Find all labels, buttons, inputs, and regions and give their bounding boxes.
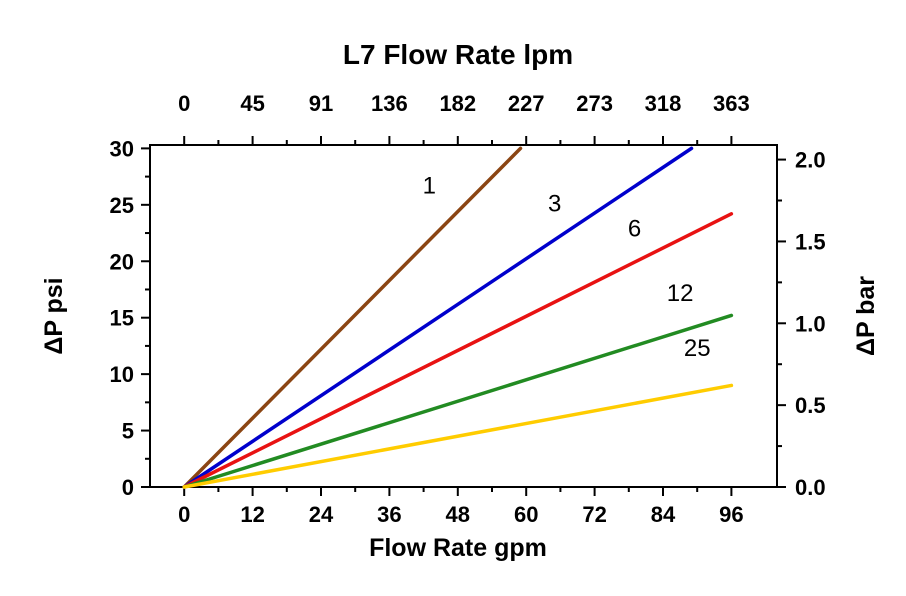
- plot-frame: [149, 144, 778, 488]
- y-axis-right-tick-label: 0.0: [795, 475, 826, 500]
- series-line-25: [182, 383, 734, 489]
- x-axis-tick-label: 96: [719, 502, 743, 527]
- x-axis-tick-label: 72: [582, 502, 606, 527]
- series-line-1: [182, 146, 523, 489]
- x-axis-tick-label: 12: [240, 502, 264, 527]
- x-axis-tick-label: 48: [446, 502, 470, 527]
- x-axis-top-tick-label: 363: [713, 91, 750, 116]
- y-axis-left-tick-label: 20: [110, 249, 134, 274]
- x-axis-top-tick-label: 136: [371, 91, 408, 116]
- y-axis-left-tick-label: 15: [110, 306, 134, 331]
- y-axis-right-tick-label: 0.5: [795, 393, 826, 418]
- y-axis-label-left: ΔP psi: [40, 277, 68, 354]
- y-axis-right-tick-label: 2.0: [795, 148, 826, 173]
- x-axis-top-tick-label: 318: [645, 91, 682, 116]
- x-axis-top-tick-label: 273: [576, 91, 613, 116]
- x-axis-top-tick-label: 91: [309, 91, 333, 116]
- chart-title: L7 Flow Rate lpm: [343, 39, 573, 70]
- series-line-3: [182, 146, 694, 489]
- series-label-3: 3: [548, 191, 561, 218]
- x-axis-top-tick-label: 182: [439, 91, 476, 116]
- y-axis-left-tick-label: 0: [122, 475, 134, 500]
- x-axis-top-tick-label: 45: [240, 91, 264, 116]
- series-line-12: [182, 313, 734, 489]
- series-label-25: 25: [684, 335, 711, 362]
- x-axis-tick-label: 84: [651, 502, 676, 527]
- y-axis-right-tick-label: 1.5: [795, 229, 826, 254]
- x-axis-tick-label: 60: [514, 502, 538, 527]
- x-axis-tick-label: 24: [309, 502, 334, 527]
- series-line-6: [182, 212, 734, 489]
- series-label-6: 6: [628, 215, 641, 242]
- plot-area: 0012452491361364818260227722738431896363…: [110, 91, 826, 527]
- y-axis-left-tick-label: 25: [110, 193, 134, 218]
- y-axis-left-tick-label: 10: [110, 362, 134, 387]
- x-axis-tick-label: 36: [377, 502, 401, 527]
- x-axis-tick-label: 0: [178, 502, 190, 527]
- x-axis-label-bottom: Flow Rate gpm: [369, 534, 547, 562]
- x-axis-top-tick-label: 0: [178, 91, 190, 116]
- y-axis-left-tick-label: 5: [122, 419, 134, 444]
- y-axis-left-tick-label: 30: [110, 136, 134, 161]
- series-label-1: 1: [423, 173, 436, 200]
- x-axis-top-tick-label: 227: [508, 91, 545, 116]
- y-axis-right-tick-label: 1.0: [795, 311, 826, 336]
- y-axis-label-right: ΔP bar: [852, 276, 880, 356]
- series-label-12: 12: [667, 280, 694, 307]
